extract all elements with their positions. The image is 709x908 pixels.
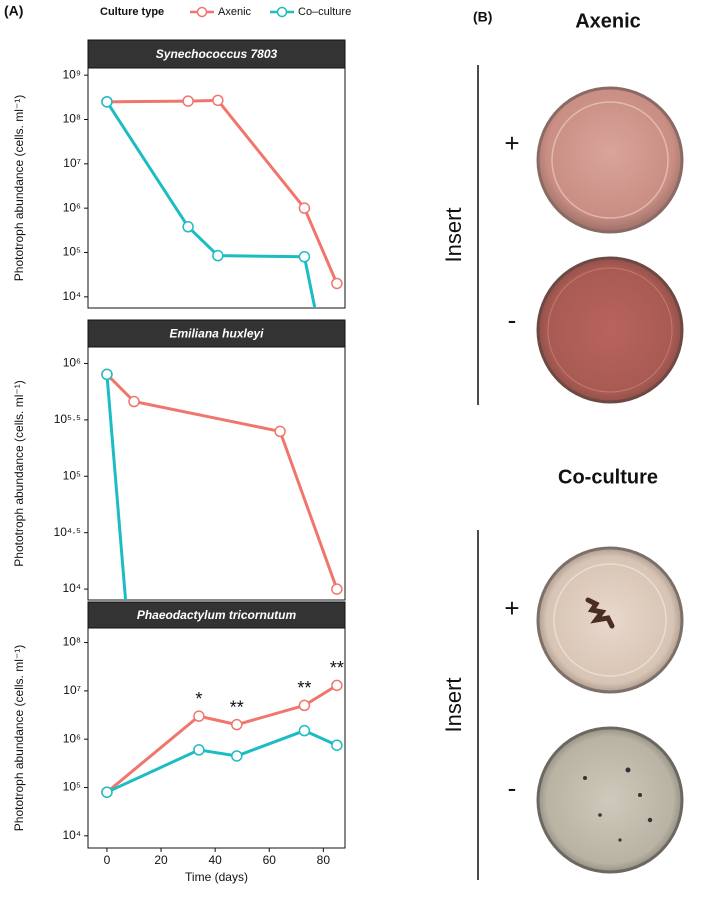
- plus-label: +: [504, 593, 519, 623]
- x-tick-label: 20: [154, 853, 168, 867]
- series-line: [105, 374, 128, 600]
- strip: [87, 39, 346, 69]
- y-tick-label: 10⁵·⁵: [54, 412, 81, 426]
- data-point: [331, 739, 343, 751]
- x-axis-label: Time (days): [185, 870, 248, 884]
- data-point: [331, 583, 343, 595]
- y-tick-label: 10⁶: [63, 200, 81, 214]
- legend-title: Culture type: [100, 6, 164, 18]
- photo: [536, 546, 684, 694]
- y-tick-label: 10⁵: [63, 780, 81, 794]
- minus-label: -: [508, 773, 517, 803]
- x-tick-label: 0: [104, 853, 111, 867]
- data-point: [331, 277, 343, 290]
- y-axis-label: Phototroph abundance (cells. ml⁻¹): [12, 95, 26, 281]
- y-tick-label: 10⁵: [63, 468, 81, 482]
- data-point: [298, 724, 311, 737]
- y-axis-label: Phototroph abundance (cells. ml⁻¹): [12, 380, 26, 566]
- chart-title: Phaeodactylum tricornutum: [137, 608, 297, 622]
- data-point: [212, 249, 224, 262]
- x-tick-label: 80: [317, 853, 331, 867]
- panel-label: (A): [4, 3, 23, 19]
- y-tick-label: 10⁸: [63, 112, 81, 126]
- data-point: [182, 221, 194, 233]
- data-point: [193, 744, 205, 756]
- data-point: [101, 96, 113, 108]
- photo: [536, 726, 684, 874]
- plot-frame: [87, 67, 346, 309]
- y-axis-label: Phototroph abundance (cells. ml⁻¹): [12, 645, 26, 831]
- insert-label: Insert: [441, 677, 466, 732]
- y-tick-label: 10⁴: [62, 289, 81, 303]
- x-tick-label: 60: [263, 853, 277, 867]
- data-point: [298, 251, 311, 263]
- y-tick-label: 10⁷: [63, 156, 81, 170]
- y-tick-label: 10⁴: [62, 581, 81, 595]
- plot-frame: [87, 346, 346, 601]
- legend-label: Axenic: [218, 6, 252, 18]
- strip: [87, 319, 346, 348]
- plot-area: [101, 94, 343, 308]
- significance: *: [195, 689, 202, 709]
- y-tick-label: 10⁴: [62, 828, 81, 842]
- plot-frame: [87, 627, 346, 849]
- data-point: [182, 95, 194, 107]
- data-point: [101, 786, 113, 798]
- group-title: Co-culture: [558, 466, 658, 488]
- legend-swatch: [196, 6, 208, 18]
- insert-label: Insert: [441, 207, 466, 262]
- panel-label: (B): [473, 9, 492, 25]
- significance: **: [330, 658, 344, 678]
- chart: Synechococcus 7803 Phototroph abundance (…: [12, 39, 346, 309]
- legend-label: Co–culture: [298, 6, 351, 18]
- legend: Axenic Co–culture: [190, 6, 351, 18]
- legend-swatch: [276, 6, 288, 18]
- data-point: [193, 710, 205, 722]
- data-point: [274, 425, 286, 438]
- chart-title: Emiliana huxleyi: [169, 327, 264, 341]
- y-tick-label: 10⁵: [63, 245, 81, 259]
- x-tick-label: 40: [208, 853, 222, 867]
- significance: **: [297, 678, 311, 698]
- plot-area: [101, 368, 343, 600]
- data-point: [101, 368, 113, 381]
- data-point: [231, 718, 243, 731]
- plot-area: [101, 679, 343, 798]
- y-tick-label: 10⁶: [63, 356, 81, 370]
- strip: [87, 601, 346, 629]
- y-tick-label: 10⁶: [63, 731, 81, 745]
- plus-label: +: [504, 128, 519, 158]
- minus-label: -: [508, 305, 517, 335]
- y-tick-label: 10⁷: [63, 683, 81, 697]
- significance: **: [230, 697, 244, 717]
- chart: Phaeodactylum tricornutum Phototroph abun…: [12, 601, 346, 884]
- data-point: [298, 699, 311, 712]
- data-point: [212, 94, 224, 107]
- chart: Emiliana huxleyi Phototroph abundance (ce…: [12, 319, 346, 601]
- photo: [536, 256, 684, 404]
- data-point: [231, 750, 243, 762]
- y-tick-label: 10⁴·⁵: [54, 525, 82, 539]
- group-title: Axenic: [575, 10, 641, 32]
- data-point: [298, 202, 311, 214]
- data-point: [331, 679, 343, 692]
- chart-title: Synechococcus 7803: [156, 47, 278, 61]
- photo: [536, 86, 684, 234]
- y-tick-label: 10⁸: [63, 635, 81, 649]
- y-tick-label: 10⁹: [63, 67, 82, 81]
- data-point: [128, 395, 140, 408]
- series-line: [105, 373, 339, 590]
